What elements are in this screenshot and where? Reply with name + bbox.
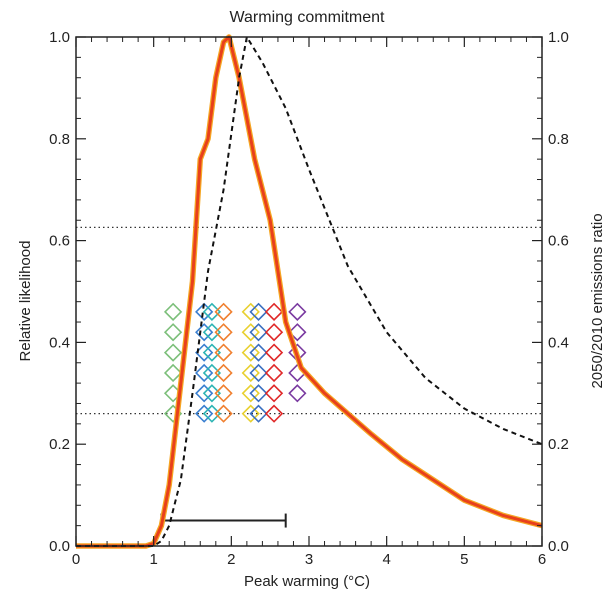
scatter-point-5-2	[249, 363, 268, 383]
scatter-point-4-4	[241, 323, 260, 342]
scatter-point-0-4	[163, 323, 183, 342]
scatter-point-5-0	[249, 404, 268, 423]
scatter-point-7-0	[288, 384, 307, 403]
scatter-point-4-0	[241, 404, 260, 423]
axis-layer: 0 1 2 3 4 5 60.0 0.00.2 0.20.4 0.40.6 0.60.8 0.81.0…	[49, 29, 569, 568]
y-tick-label-right-1: 0.2	[548, 436, 569, 453]
y-tick-label-left-2: 0.4	[49, 334, 70, 351]
series-line-solid-outline	[76, 34, 543, 549]
scatter-point-1-2	[195, 363, 214, 383]
x-tick-label-5: 5	[460, 551, 468, 568]
scatter-point-5-1	[249, 384, 268, 403]
scatter-point-6-3	[264, 343, 284, 362]
scatter-point-5-5	[249, 302, 268, 321]
chart-title: Warming commitment	[230, 9, 386, 26]
y-tick-label-right-2: 0.4	[548, 334, 569, 351]
scatter-point-1-1	[195, 384, 214, 403]
scatter-point-1-0	[195, 404, 214, 423]
y-tick-label-left-5: 1.0	[49, 29, 70, 46]
scatter-point-1-4	[195, 323, 214, 342]
y-tick-label-right-5: 1.0	[548, 29, 569, 46]
scatter-point-3-5	[214, 302, 233, 321]
x-tick-label-0: 0	[72, 551, 80, 568]
scatter-point-0-2	[163, 363, 183, 383]
y-tick-label-left-0: 0.0	[49, 538, 70, 555]
scatter-point-3-4	[214, 323, 233, 342]
series-line-solid	[76, 35, 543, 548]
scatter-point-7-4	[288, 302, 307, 321]
y-tick-label-right-0: 0.0	[548, 538, 569, 555]
scatter-point-5-3	[249, 343, 268, 362]
scatter-point-0-5	[163, 302, 183, 321]
scatter-point-3-2	[214, 363, 233, 383]
scatter-point-4-2	[241, 363, 260, 383]
y-tick-label-right-4: 0.8	[548, 131, 569, 148]
scatter-point-4-3	[241, 343, 260, 362]
y-tick-label-left-4: 0.8	[49, 131, 70, 148]
x-tick-label-6: 6	[538, 551, 546, 568]
scatter-point-3-0	[214, 404, 233, 423]
scatter-point-4-1	[241, 384, 260, 403]
y-axis-label: Relative likelihood	[17, 241, 34, 362]
y-tick-label-right-3: 0.6	[548, 233, 569, 250]
scatter-point-0-3	[163, 343, 183, 362]
scatter-point-1-5	[195, 302, 214, 321]
x-axis-label: Peak warming (°C)	[244, 573, 370, 590]
scatter-point-6-4	[264, 323, 284, 342]
series-line-dashed	[76, 34, 543, 547]
scatter-point-6-5	[264, 302, 284, 321]
x-tick-label-4: 4	[382, 551, 390, 568]
scatter-point-6-0	[264, 404, 284, 423]
x-tick-label-3: 3	[305, 551, 313, 568]
scatter-point-3-3	[214, 343, 233, 362]
y-tick-label-left-1: 0.2	[49, 436, 70, 453]
x-tick-label-1: 1	[149, 551, 157, 568]
scatter-point-5-4	[249, 323, 268, 342]
plot-layer	[76, 34, 543, 549]
plot-frame	[75, 36, 543, 547]
scatter-point-6-2	[264, 363, 284, 383]
scatter-point-6-1	[264, 384, 284, 403]
y-axis-right-label: 2050/2010 emissions ratio	[589, 213, 606, 388]
x-tick-label-2: 2	[227, 551, 235, 568]
scatter-point-4-5	[241, 302, 260, 321]
scatter-point-7-3	[288, 323, 307, 342]
scatter-point-3-1	[214, 384, 233, 403]
y-tick-label-left-3: 0.6	[49, 233, 70, 250]
